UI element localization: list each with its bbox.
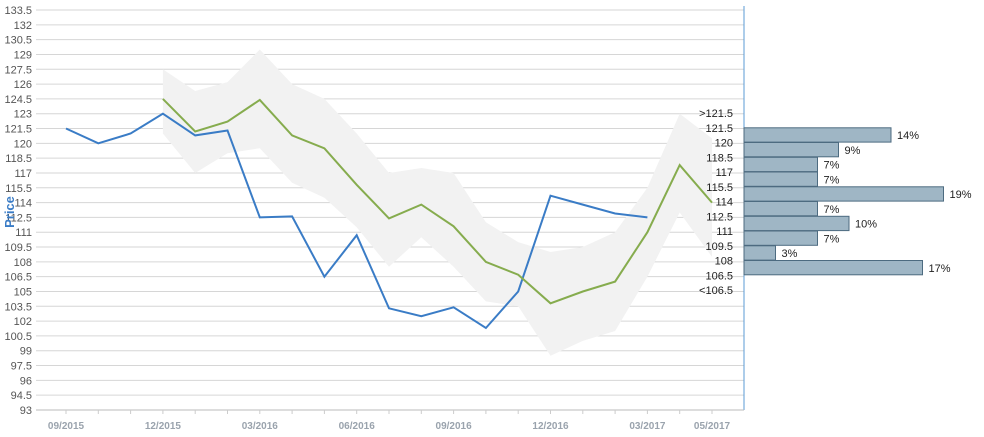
y-tick-label: 112.5 bbox=[5, 212, 32, 224]
distribution-bar bbox=[743, 186, 944, 202]
distribution-bin-label: 112.5 bbox=[706, 211, 733, 223]
y-tick-label: 100.5 bbox=[4, 331, 32, 343]
y-tick-label: 99 bbox=[20, 346, 32, 358]
distribution-bar bbox=[743, 127, 892, 143]
x-tick-label: 03/2016 bbox=[242, 421, 279, 432]
distribution-bar-pct: 7% bbox=[824, 204, 840, 216]
y-tick-label: 96 bbox=[20, 375, 32, 387]
y-tick-label: 123 bbox=[14, 109, 32, 121]
distribution-bin-label: 106.5 bbox=[705, 270, 733, 282]
distribution-bin-label: 117 bbox=[715, 167, 733, 179]
distribution-bin-label: 115.5 bbox=[706, 182, 733, 194]
distribution-bar-pct: 19% bbox=[950, 189, 972, 201]
distribution-bar-pct: 3% bbox=[782, 248, 798, 260]
distribution-bin-label: >121.5 bbox=[699, 108, 733, 120]
distribution-bin-label: 121.5 bbox=[705, 123, 733, 135]
x-tick-label: 06/2016 bbox=[339, 421, 376, 432]
axes: 133.5 132 130.5 129 127.5 126 124.5 123 121.5 120… bbox=[4, 5, 745, 432]
y-tick-label: 103.5 bbox=[4, 301, 32, 313]
distribution-bar-pct: 10% bbox=[855, 219, 877, 231]
x-tick-label: 09/2015 bbox=[48, 421, 85, 432]
distribution-bar bbox=[743, 230, 818, 246]
distribution-bin-label: 111 bbox=[716, 226, 733, 238]
distribution-bin-label: 108 bbox=[715, 256, 733, 268]
distribution-bar-pct: 7% bbox=[824, 160, 840, 172]
y-tick-label: 129 bbox=[14, 49, 32, 61]
y-tick-label: 124.5 bbox=[4, 94, 32, 106]
y-tick-label: 97.5 bbox=[11, 361, 32, 373]
y-tick-label: 106.5 bbox=[4, 272, 32, 284]
y-tick-label: 115.5 bbox=[5, 183, 32, 195]
distribution-bin-label: 114 bbox=[715, 197, 733, 209]
x-tick-label: 05/2017 bbox=[694, 421, 731, 432]
y-tick-label: 117 bbox=[14, 168, 32, 180]
x-tick-label: 03/2017 bbox=[629, 421, 666, 432]
y-axis-title: Price bbox=[2, 196, 17, 228]
y-tick-label: 118.5 bbox=[5, 153, 32, 165]
x-tick-label: 12/2015 bbox=[145, 421, 182, 432]
series-lines bbox=[65, 98, 713, 330]
y-tick-label: 126 bbox=[14, 79, 32, 91]
series-line bbox=[65, 112, 648, 330]
distribution-bin-label: <106.5 bbox=[699, 285, 733, 297]
distribution-bar bbox=[743, 171, 818, 187]
distribution-bar bbox=[743, 245, 776, 261]
y-tick-label: 114 bbox=[14, 198, 32, 210]
y-tick-label: 120 bbox=[14, 138, 32, 150]
distribution-bar-pct: 9% bbox=[845, 145, 861, 157]
y-tick-label: 109.5 bbox=[4, 242, 32, 254]
y-tick-label: 93 bbox=[20, 405, 32, 417]
y-tick-label: 105 bbox=[14, 286, 32, 298]
distribution-bar-pct: 17% bbox=[929, 263, 951, 275]
distribution-bar bbox=[743, 156, 818, 173]
y-tick-label: 127.5 bbox=[4, 64, 32, 76]
distribution-bar bbox=[743, 201, 818, 217]
distribution-bin-label: 118.5 bbox=[706, 152, 733, 164]
distribution-bar-pct: 7% bbox=[824, 233, 840, 245]
distribution-bin-label: 120 bbox=[715, 138, 733, 150]
y-tick-label: 130.5 bbox=[4, 35, 32, 47]
y-tick-label: 121.5 bbox=[4, 124, 32, 136]
distribution-bin-label: 109.5 bbox=[705, 241, 733, 253]
y-tick-label: 111 bbox=[15, 227, 32, 239]
y-tick-label: 94.5 bbox=[11, 390, 32, 402]
y-tick-label: 108 bbox=[14, 257, 32, 269]
y-tick-label: 102 bbox=[14, 316, 32, 328]
band-area bbox=[162, 49, 712, 356]
y-tick-label: 132 bbox=[14, 20, 32, 32]
distribution-bar-pct: 14% bbox=[897, 130, 919, 142]
distribution-bar bbox=[743, 215, 850, 232]
distribution-bars: >121.5 121.5 120 118.5 117 115.5 114 112.5 111 10… bbox=[699, 108, 972, 297]
distribution-bar bbox=[743, 260, 923, 276]
series-line bbox=[162, 98, 713, 305]
distribution-bar bbox=[743, 142, 839, 158]
x-tick-label: 09/2016 bbox=[436, 421, 473, 432]
x-tick-label: 12/2016 bbox=[532, 421, 569, 432]
distribution-bar-pct: 7% bbox=[824, 174, 840, 186]
range-band bbox=[162, 49, 712, 356]
y-tick-label: 133.5 bbox=[4, 5, 32, 17]
